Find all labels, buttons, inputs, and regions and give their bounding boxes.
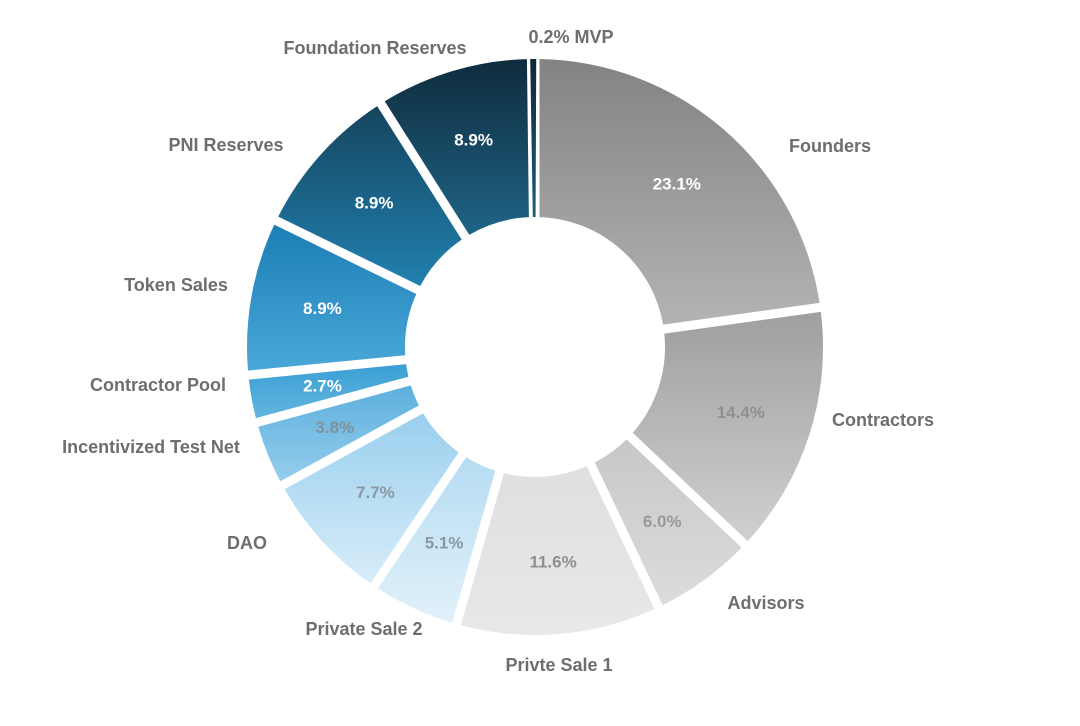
category-label-contractors: Contractors	[832, 410, 934, 430]
category-label-0-2-mvp: 0.2% MVP	[528, 27, 613, 47]
slice-privte-sale-1	[460, 466, 655, 636]
slice-contractors	[632, 311, 824, 542]
slice-0-2-mvp	[530, 58, 537, 218]
pct-label-advisors: 6.0%	[643, 512, 682, 531]
slice-dao	[284, 413, 459, 584]
slice-pni-reserves	[278, 106, 462, 286]
category-label-pni-reserves: PNI Reserves	[168, 135, 283, 155]
slice-contractor-pool	[248, 364, 409, 419]
category-label-contractor-pool: Contractor Pool	[90, 375, 226, 395]
category-label-privte-sale-1: Privte Sale 1	[505, 655, 612, 675]
pct-label-contractors: 14.4%	[717, 403, 765, 422]
category-label-incentivized-test-net: Incentivized Test Net	[62, 437, 240, 457]
pct-label-token-sales: 8.9%	[303, 299, 342, 318]
category-label-private-sale-2: Private Sale 2	[305, 619, 422, 639]
category-label-foundation-reserves: Foundation Reserves	[283, 38, 466, 58]
pct-label-founders: 23.1%	[653, 175, 701, 194]
slice-incentivized-test-net	[258, 385, 419, 482]
slice-foundation-reserves	[384, 59, 529, 235]
pct-label-dao: 7.7%	[356, 483, 395, 502]
pct-label-privte-sale-1: 11.6%	[529, 553, 576, 572]
pct-label-private-sale-2: 5.1%	[425, 534, 464, 553]
slice-advisors	[594, 439, 742, 606]
pct-label-incentivized-test-net: 3.8%	[315, 418, 354, 437]
category-label-founders: Founders	[789, 136, 871, 156]
category-label-dao: DAO	[227, 533, 267, 553]
slice-private-sale-2	[377, 457, 496, 623]
pct-label-contractor-pool: 2.7%	[303, 377, 342, 396]
category-label-advisors: Advisors	[727, 593, 804, 613]
pct-label-foundation-reserves: 8.9%	[454, 130, 493, 149]
pct-label-pni-reserves: 8.9%	[355, 193, 394, 212]
slice-token-sales	[247, 224, 417, 371]
category-label-token-sales: Token Sales	[124, 275, 228, 295]
slice-founders	[539, 59, 820, 325]
